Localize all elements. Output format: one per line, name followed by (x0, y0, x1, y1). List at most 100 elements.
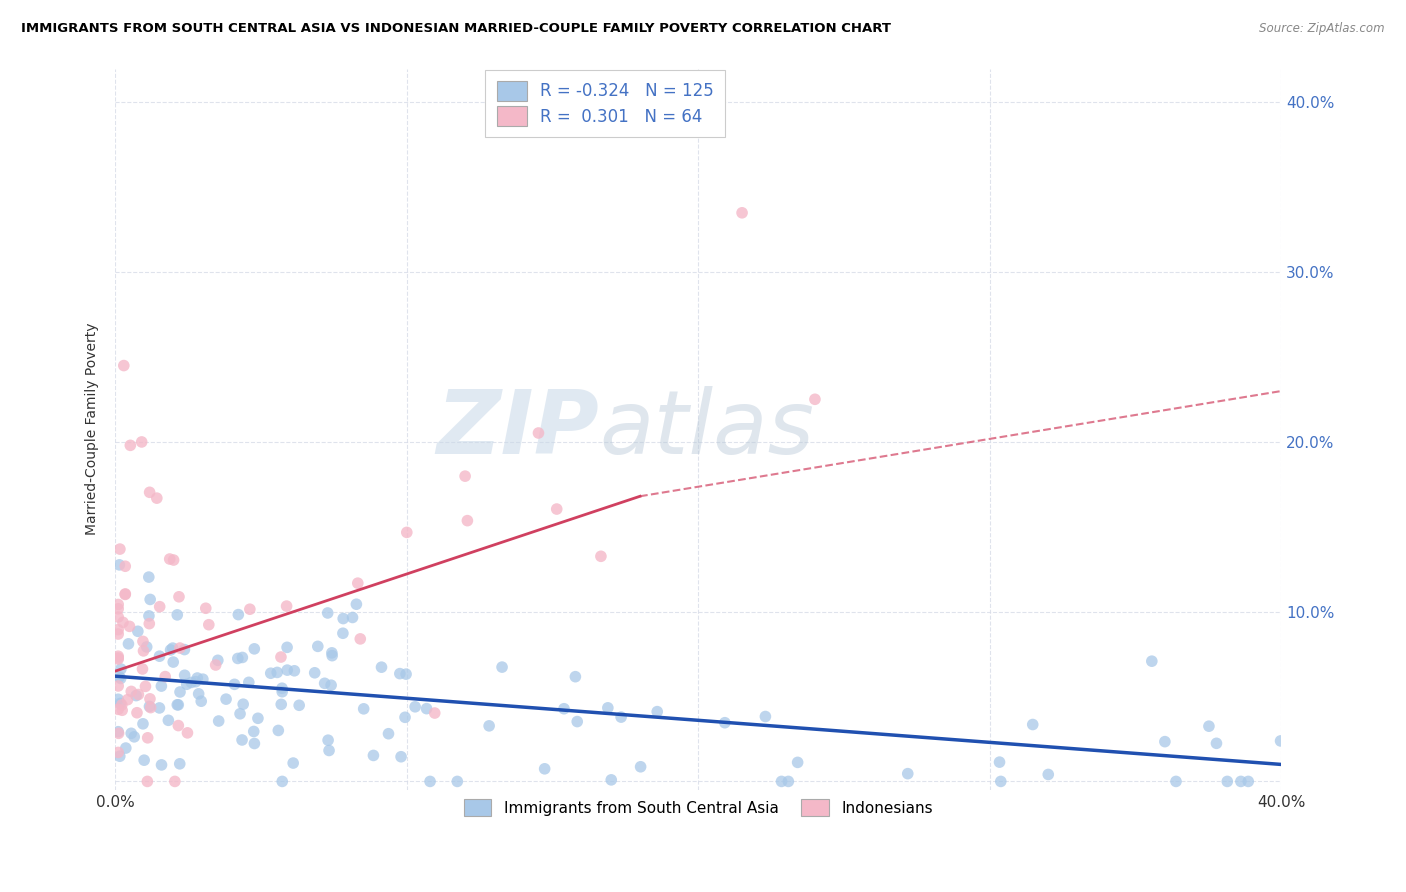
Point (596, 701, 619, 715)
Point (187, 687, 209, 701)
Point (125, 689, 148, 703)
Point (353, 702, 375, 716)
Point (159, 643, 181, 657)
Point (117, 637, 139, 651)
Point (169, 641, 191, 656)
Point (162, 641, 184, 656)
Point (204, 658, 226, 673)
Point (377, 727, 399, 741)
Point (600, 772, 623, 787)
Point (117, 692, 139, 706)
Point (148, 701, 170, 715)
Point (138, 570, 160, 584)
Point (589, 549, 612, 564)
Point (114, 587, 136, 601)
Point (276, 599, 298, 613)
Point (226, 651, 249, 665)
Point (132, 716, 155, 731)
Point (136, 774, 159, 789)
Point (1022, 717, 1045, 731)
Point (107, 649, 129, 664)
Point (404, 699, 426, 714)
Point (714, 715, 737, 730)
Point (120, 684, 142, 698)
Point (567, 714, 589, 729)
Point (157, 714, 180, 728)
Point (288, 698, 311, 713)
Point (150, 758, 173, 772)
Point (276, 640, 298, 655)
Point (108, 749, 131, 764)
Point (155, 670, 177, 684)
Point (754, 709, 776, 723)
Point (304, 665, 326, 680)
Point (321, 678, 343, 692)
Point (456, 514, 478, 528)
Point (1270, 734, 1292, 748)
Point (897, 766, 920, 780)
Point (207, 653, 229, 667)
Point (107, 623, 129, 637)
Point (363, 748, 385, 763)
Point (107, 602, 129, 616)
Point (271, 681, 294, 696)
Legend: Immigrants from South Central Asia, Indonesians: Immigrants from South Central Asia, Indo… (454, 789, 942, 826)
Point (190, 694, 212, 708)
Point (389, 749, 412, 764)
Point (107, 651, 129, 665)
Point (167, 698, 190, 712)
Point (395, 667, 418, 681)
Point (107, 610, 129, 624)
Point (243, 737, 266, 751)
Point (346, 576, 368, 591)
Point (778, 774, 800, 789)
Point (111, 703, 134, 717)
Point (191, 672, 214, 686)
Point (208, 714, 231, 728)
Point (332, 626, 354, 640)
Point (321, 646, 343, 660)
Point (231, 650, 253, 665)
Point (804, 392, 827, 407)
Point (122, 730, 145, 744)
Point (246, 711, 269, 725)
Point (107, 726, 129, 740)
Point (270, 698, 292, 712)
Point (988, 755, 1011, 769)
Point (332, 611, 354, 625)
Point (491, 660, 513, 674)
Point (166, 607, 188, 622)
Point (215, 692, 238, 706)
Point (770, 774, 793, 789)
Point (283, 756, 305, 770)
Point (1164, 774, 1187, 789)
Point (162, 655, 184, 669)
Point (314, 676, 336, 690)
Point (546, 502, 568, 516)
Point (127, 688, 149, 702)
Point (1230, 774, 1253, 789)
Point (344, 597, 367, 611)
Point (645, 705, 668, 719)
Point (107, 724, 129, 739)
Point (271, 774, 294, 789)
Point (136, 731, 159, 745)
Point (167, 590, 190, 604)
Point (533, 762, 555, 776)
Point (150, 679, 173, 693)
Point (163, 774, 186, 789)
Point (135, 640, 157, 654)
Point (134, 680, 156, 694)
Point (321, 648, 343, 663)
Text: IMMIGRANTS FROM SOUTH CENTRAL ASIA VS INDONESIAN MARRIED-COUPLE FAMILY POVERTY C: IMMIGRANTS FROM SOUTH CENTRAL ASIA VS IN… (21, 22, 891, 36)
Point (107, 692, 129, 706)
Point (176, 726, 198, 740)
Point (243, 641, 266, 656)
Point (107, 746, 129, 760)
Point (229, 706, 252, 721)
Point (553, 702, 575, 716)
Point (610, 710, 633, 724)
Point (415, 701, 437, 715)
Point (228, 607, 250, 622)
Point (630, 760, 652, 774)
